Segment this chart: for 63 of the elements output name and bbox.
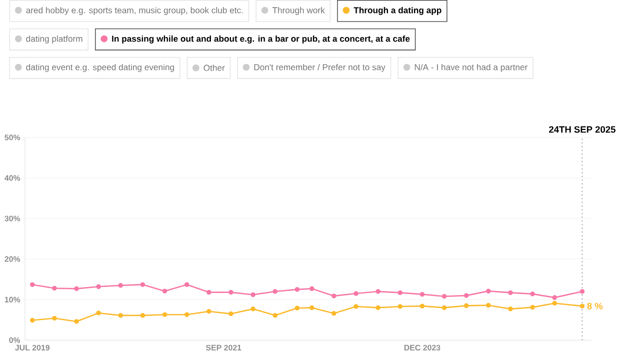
point [140, 282, 146, 288]
text: Other [204, 64, 225, 71]
text: Through work [272, 7, 325, 16]
point [580, 289, 585, 294]
point [250, 306, 256, 312]
point [52, 286, 57, 291]
point [30, 282, 35, 288]
point [118, 283, 124, 288]
point [398, 290, 403, 296]
point [332, 294, 336, 298]
point [184, 282, 190, 288]
legend-label: Through a dating app [354, 7, 442, 16]
point [272, 313, 278, 318]
point [486, 302, 491, 308]
point [206, 309, 212, 314]
point [52, 316, 57, 321]
point [294, 306, 300, 311]
data-label: 8 % [587, 302, 603, 310]
point [294, 287, 300, 292]
point [30, 318, 35, 323]
point [206, 290, 212, 295]
point [162, 288, 168, 294]
point [272, 289, 278, 294]
point [228, 290, 234, 295]
point [398, 304, 403, 309]
point [580, 304, 585, 309]
point [376, 305, 380, 310]
point [118, 313, 124, 318]
text: Don't remember / Prefer not to say [254, 64, 386, 72]
point [420, 292, 425, 297]
point [140, 313, 146, 318]
legend-label: In passing while out and about e.g. in a bar or pub, at a concert, at a cafe [112, 36, 410, 44]
point [376, 289, 380, 294]
point [96, 284, 101, 290]
point [486, 288, 491, 294]
text: ared hobby e.g. sports team, music group, book club etc. [26, 7, 243, 16]
point [228, 311, 234, 316]
point [309, 286, 314, 292]
point [508, 306, 513, 312]
point [508, 290, 513, 296]
point [530, 292, 535, 296]
text: dating event e.g. speed dating evening [26, 64, 174, 72]
point [552, 300, 557, 306]
point [442, 305, 447, 310]
point [530, 304, 535, 310]
point [250, 292, 256, 298]
point [309, 305, 314, 310]
ref-line-label: 24TH SEP 2025 [549, 126, 616, 133]
point [74, 286, 79, 292]
point [552, 295, 557, 300]
point [332, 311, 336, 316]
point [464, 303, 469, 308]
point [184, 312, 190, 318]
point [162, 312, 168, 318]
point [96, 310, 101, 316]
point [442, 294, 447, 299]
text: dating platform [26, 36, 82, 44]
point [354, 291, 358, 296]
text: N/A - I have not had a partner [414, 64, 528, 72]
point [74, 319, 79, 324]
point [354, 304, 358, 309]
point [420, 304, 425, 309]
point [464, 293, 469, 298]
